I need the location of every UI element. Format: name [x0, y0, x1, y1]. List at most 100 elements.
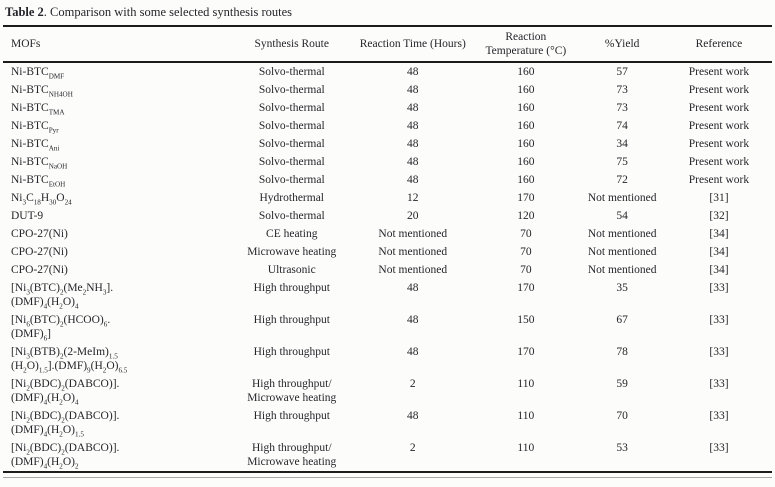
yield-cell: Not mentioned [587, 228, 657, 240]
table-row: CPO-27(Ni) Microwave heating Not mentioned… [3, 243, 772, 261]
table-caption-text: . Comparison with some selected synthesi… [43, 5, 293, 19]
time-cell: 48 [407, 282, 419, 294]
time-cell: 20 [407, 210, 419, 222]
mof-cell: [Ni3(BTB)2(2-MeIm)1.5 (H2O)1.5].(DMF)9(H2… [11, 346, 128, 375]
time-cell: 48 [407, 410, 419, 422]
temp-cell: 110 [517, 378, 535, 390]
temp-cell: 160 [517, 120, 535, 132]
ref-cell: [33] [709, 346, 729, 358]
column-header-reaction-temperature: Reaction Temperature (°C) [473, 26, 579, 63]
ref-cell: [31] [709, 192, 729, 204]
route-cell: Ultrasonic [267, 264, 316, 276]
temp-cell: 120 [517, 210, 535, 222]
route-cell: Solvo-thermal [258, 156, 325, 168]
yield-cell: 59 [616, 378, 628, 390]
temp-cell: 160 [517, 102, 535, 114]
mof-cell: Ni-BTCDMF [11, 66, 65, 81]
temp-cell: 160 [517, 84, 535, 96]
table-row: Ni-BTCDMF Solvo-thermal 48 160 57 Present wor… [3, 62, 772, 81]
ref-cell: [34] [709, 228, 729, 240]
mof-cell: Ni-BTCNaOH [11, 156, 68, 171]
yield-cell: 73 [616, 102, 628, 114]
route-cell: Solvo-thermal [258, 84, 325, 96]
table-row: CPO-27(Ni) CE heating Not mentioned 70 Not m… [3, 225, 772, 243]
ref-cell: Present work [688, 102, 750, 114]
ref-cell: Present work [688, 84, 750, 96]
table-row: [Ni3(BTC)2(Me2NH3]. (DMF)4(H2O)4 High thro… [3, 279, 772, 311]
table-row: [Ni2(BDC)2(DABCO)]. (DMF)4(H2O)4 High thro… [3, 375, 772, 407]
time-cell: 12 [407, 192, 419, 204]
yield-cell: 75 [616, 156, 628, 168]
route-cell: Solvo-thermal [258, 66, 325, 78]
mof-cell: Ni-BTCAni [11, 138, 60, 153]
mof-cell: Ni-BTCTMA [11, 102, 65, 117]
temp-cell: 170 [517, 346, 535, 358]
temp-cell: 170 [517, 282, 535, 294]
yield-cell: 35 [616, 282, 628, 294]
temp-cell: 160 [517, 138, 535, 150]
yield-cell: Not mentioned [587, 192, 657, 204]
time-cell: 48 [407, 156, 419, 168]
mof-cell: [Ni2(BDC)2(DABCO)]. (DMF)4(H2O)1.5 [11, 410, 120, 439]
table-row: [Ni3(BTB)2(2-MeIm)1.5 (H2O)1.5].(DMF)9(H2… [3, 343, 772, 375]
table-row: CPO-27(Ni) Ultrasonic Not mentioned 70 Not m… [3, 261, 772, 279]
table-row: Ni-BTCNH4OH Solvo-thermal 48 160 73 Present w… [3, 81, 772, 99]
time-cell: Not mentioned [378, 246, 448, 258]
table-row: Ni-BTCEtOH Solvo-thermal 48 160 72 Present wo… [3, 171, 772, 189]
ref-cell: Present work [688, 138, 750, 150]
mof-cell: CPO-27(Ni) [11, 246, 68, 258]
time-cell: 48 [407, 314, 419, 326]
route-cell: High throughput [253, 314, 330, 326]
temp-cell: 170 [517, 192, 535, 204]
time-cell: 2 [409, 442, 416, 454]
yield-cell: 78 [616, 346, 628, 358]
temp-cell: 160 [517, 156, 535, 168]
time-cell: 48 [407, 174, 419, 186]
temp-cell: 160 [517, 174, 535, 186]
time-cell: 48 [407, 66, 419, 78]
route-cell: High throughput/Microwave heating [247, 378, 337, 404]
yield-cell: 72 [616, 174, 628, 186]
temp-cell: 150 [517, 314, 535, 326]
temp-cell: 70 [520, 228, 532, 240]
route-cell: Microwave heating [247, 246, 337, 258]
ref-cell: Present work [688, 120, 750, 132]
ref-cell: Present work [688, 66, 750, 78]
table-row: Ni-BTCNaOH Solvo-thermal 48 160 75 Present wo… [3, 153, 772, 171]
table-caption: Table 2. Comparison with some selected s… [3, 3, 772, 25]
column-header-mofs: MOFs [3, 26, 232, 63]
column-header-reference: Reference [665, 26, 772, 63]
table-caption-label: Table 2 [5, 5, 44, 19]
column-header-yield: %Yield [578, 26, 666, 63]
ref-cell: [33] [709, 378, 729, 390]
yield-cell: 53 [616, 442, 628, 454]
route-cell: CE heating [266, 228, 318, 240]
ref-cell: Present work [688, 174, 750, 186]
yield-cell: Not mentioned [587, 264, 657, 276]
ref-cell: [33] [709, 442, 729, 454]
route-cell: Solvo-thermal [258, 210, 325, 222]
ref-cell: [33] [709, 410, 729, 422]
temp-cell: 110 [517, 410, 535, 422]
temp-cell: 70 [520, 246, 532, 258]
mof-cell: [Ni2(BDC)2(DABCO)]. (DMF)4(H2O)4 [11, 378, 120, 407]
bottom-rule [3, 477, 772, 478]
table-row: [Ni6(BTC)2(HCOO)6. (DMF)6] High throughput… [3, 311, 772, 343]
time-cell: 48 [407, 138, 419, 150]
mof-cell: Ni-BTCPyr [11, 120, 59, 135]
table-row: DUT-9 Solvo-thermal 20 120 54 [32] [3, 207, 772, 225]
yield-cell: Not mentioned [587, 246, 657, 258]
time-cell: 48 [407, 102, 419, 114]
ref-cell: [32] [709, 210, 729, 222]
ref-cell: [33] [709, 314, 729, 326]
mof-cell: [Ni2(BDC)2(DABCO)]. (DMF)4(H2O)2 [11, 442, 120, 471]
yield-cell: 67 [616, 314, 628, 326]
time-cell: 2 [409, 378, 416, 390]
mof-cell: DUT-9 [11, 210, 44, 222]
route-cell: Solvo-thermal [258, 102, 325, 114]
ref-cell: Present work [688, 156, 750, 168]
ref-cell: [34] [709, 264, 729, 276]
table-body: Ni-BTCDMF Solvo-thermal 48 160 57 Present wor… [3, 62, 772, 472]
yield-cell: 70 [616, 410, 628, 422]
